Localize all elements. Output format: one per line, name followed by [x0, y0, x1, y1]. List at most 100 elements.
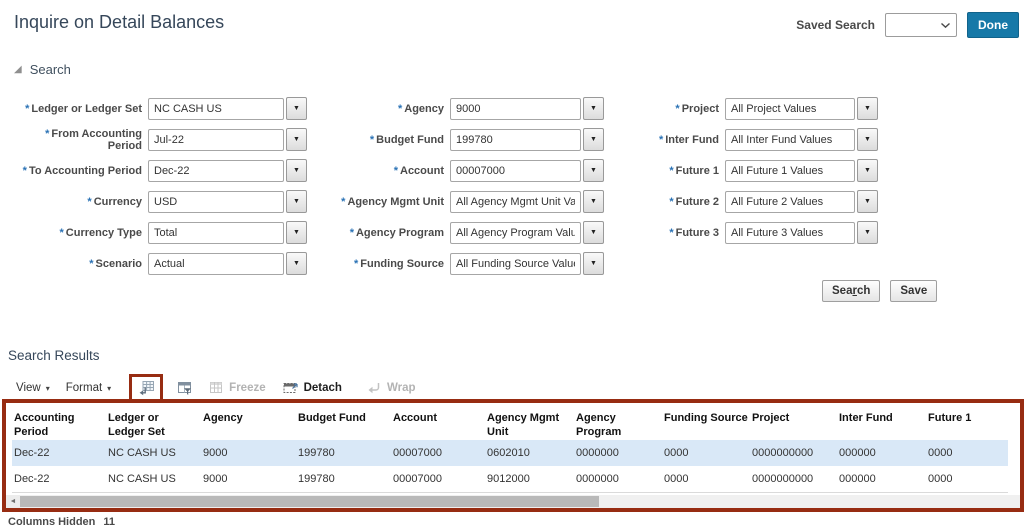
- future-1-dropdown-button[interactable]: ▼: [857, 159, 878, 182]
- field-label: Future 3: [675, 226, 719, 239]
- form-field-account: *Account ▼: [330, 159, 604, 182]
- future-3-input[interactable]: [725, 221, 855, 244]
- account-input[interactable]: [450, 159, 581, 182]
- scenario-dropdown-button[interactable]: ▼: [286, 252, 307, 275]
- required-marker: *: [669, 226, 674, 239]
- col-header-accounting-period[interactable]: Accounting Period: [14, 412, 75, 438]
- required-marker: *: [353, 257, 359, 270]
- agency-program-input[interactable]: [450, 221, 581, 244]
- project-dropdown-button[interactable]: ▼: [857, 97, 878, 120]
- scenario-input[interactable]: [148, 252, 284, 275]
- form-field-project: *Project ▼: [640, 97, 878, 120]
- done-button[interactable]: Done: [967, 12, 1019, 38]
- table-row-selected[interactable]: Dec-22 NC CASH US 9000 199780 00007000 0…: [12, 440, 1008, 466]
- currency-input[interactable]: [148, 190, 284, 213]
- form-field-budget-fund: *Budget Fund ▼: [330, 128, 604, 151]
- wrap-button[interactable]: Wrap: [366, 380, 416, 396]
- columns-hidden-label: Columns Hidden: [8, 516, 96, 528]
- col-header-budget-fund[interactable]: Budget Fund: [298, 412, 366, 424]
- budget-fund-dropdown-button[interactable]: ▼: [583, 128, 604, 151]
- dropdown-arrow-icon: ▼: [293, 136, 300, 143]
- query-by-example-icon: [178, 381, 192, 395]
- col-header-future-1[interactable]: Future 1: [928, 412, 972, 424]
- agency-input[interactable]: [450, 97, 581, 120]
- search-button[interactable]: Search: [822, 280, 881, 302]
- field-label: Account: [400, 164, 444, 177]
- field-label: Future 1: [675, 164, 719, 177]
- dropdown-arrow-icon: ▼: [864, 136, 871, 143]
- col-header-account[interactable]: Account: [393, 412, 437, 424]
- dropdown-arrow-icon: ▼: [293, 229, 300, 236]
- col-header-funding-source[interactable]: Funding Source: [664, 412, 748, 424]
- search-results-title: Search Results: [8, 348, 100, 363]
- format-menu[interactable]: Format ▾: [65, 382, 112, 394]
- query-by-example-button[interactable]: [177, 380, 194, 397]
- field-label: Funding Source: [360, 257, 444, 270]
- save-button[interactable]: Save: [890, 280, 938, 302]
- required-marker: *: [87, 195, 92, 208]
- field-label: Currency: [93, 195, 142, 208]
- required-marker: *: [89, 257, 94, 270]
- to-period-dropdown-button[interactable]: ▼: [286, 159, 307, 182]
- form-field-inter-fund: *Inter Fund ▼: [640, 128, 878, 151]
- funding-source-input[interactable]: [450, 252, 581, 275]
- table-row[interactable]: Dec-22 NC CASH US 9000 199780 00007000 9…: [12, 466, 1008, 493]
- results-table: Accounting Period Ledger or Ledger Set A…: [12, 406, 1008, 493]
- header-actions: Saved Search Done: [796, 12, 1019, 38]
- col-header-agency[interactable]: Agency: [203, 412, 243, 424]
- field-label: Currency Type: [65, 226, 142, 239]
- form-field-ledger: *Ledger or Ledger Set ▼: [12, 97, 307, 120]
- dropdown-arrow-icon: ▼: [590, 229, 597, 236]
- chevron-down-icon: [941, 22, 950, 28]
- export-to-excel-icon: [139, 380, 154, 395]
- ledger-dropdown-button[interactable]: ▼: [286, 97, 307, 120]
- future-3-dropdown-button[interactable]: ▼: [857, 221, 878, 244]
- currency-dropdown-button[interactable]: ▼: [286, 190, 307, 213]
- required-marker: *: [22, 164, 27, 177]
- field-label: Budget Fund: [376, 133, 444, 146]
- col-header-inter-fund[interactable]: Inter Fund: [839, 412, 893, 424]
- future-2-input[interactable]: [725, 190, 855, 213]
- caret-down-icon: ▾: [107, 383, 112, 393]
- col-header-agency-program[interactable]: Agency Program: [576, 412, 622, 438]
- freeze-button[interactable]: Freeze: [208, 380, 266, 396]
- field-label: Inter Fund: [665, 133, 719, 146]
- dropdown-arrow-icon: ▼: [590, 167, 597, 174]
- required-marker: *: [25, 102, 30, 115]
- detach-button[interactable]: Detach: [282, 380, 342, 396]
- horizontal-scrollbar[interactable]: ◄: [6, 495, 1020, 508]
- from-period-dropdown-button[interactable]: ▼: [286, 128, 307, 151]
- to-accounting-period-input[interactable]: [148, 159, 284, 182]
- agency-mgmt-unit-dropdown-button[interactable]: ▼: [583, 190, 604, 213]
- view-menu[interactable]: View ▾: [16, 382, 50, 394]
- account-dropdown-button[interactable]: ▼: [583, 159, 604, 182]
- ledger-or-ledger-set-input[interactable]: [148, 97, 284, 120]
- dropdown-arrow-icon: ▼: [864, 105, 871, 112]
- scrollbar-thumb[interactable]: [20, 496, 599, 507]
- future-2-dropdown-button[interactable]: ▼: [857, 190, 878, 213]
- field-label: Future 2: [675, 195, 719, 208]
- col-header-ledger-or-ledger-set[interactable]: Ledger or Ledger Set: [108, 412, 165, 438]
- agency-dropdown-button[interactable]: ▼: [583, 97, 604, 120]
- agency-mgmt-unit-input[interactable]: [450, 190, 581, 213]
- currency-type-dropdown-button[interactable]: ▼: [286, 221, 307, 244]
- agency-program-dropdown-button[interactable]: ▼: [583, 221, 604, 244]
- col-header-project[interactable]: Project: [752, 412, 790, 424]
- budget-fund-input[interactable]: [450, 128, 581, 151]
- saved-search-select[interactable]: [885, 13, 957, 37]
- inter-fund-dropdown-button[interactable]: ▼: [857, 128, 878, 151]
- from-accounting-period-input[interactable]: [148, 128, 284, 151]
- search-section-header[interactable]: ◢ Search: [14, 62, 71, 77]
- funding-source-dropdown-button[interactable]: ▼: [583, 252, 604, 275]
- inter-fund-input[interactable]: [725, 128, 855, 151]
- project-input[interactable]: [725, 97, 855, 120]
- col-header-agency-mgmt-unit[interactable]: Agency Mgmt Unit: [487, 412, 560, 438]
- currency-type-input[interactable]: [148, 221, 284, 244]
- field-label: Agency: [404, 102, 444, 115]
- scroll-left-arrow[interactable]: ◄: [6, 495, 20, 508]
- future-1-input[interactable]: [725, 159, 855, 182]
- export-to-excel-button[interactable]: [138, 380, 155, 397]
- field-label: Agency Program: [355, 226, 444, 239]
- wrap-icon: [368, 383, 380, 394]
- dropdown-arrow-icon: ▼: [293, 260, 300, 267]
